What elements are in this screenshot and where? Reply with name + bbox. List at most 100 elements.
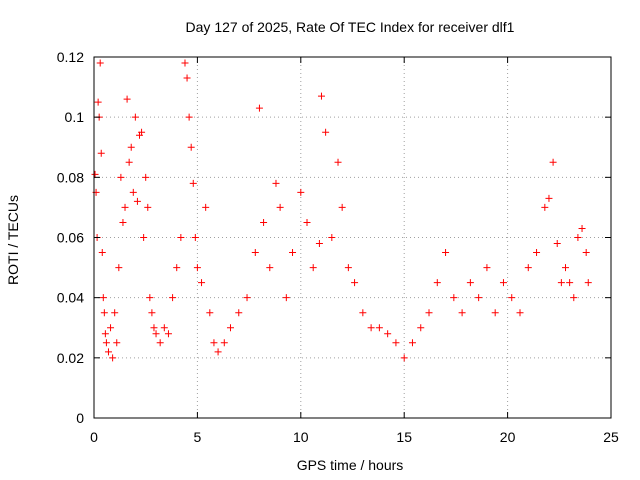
data-point xyxy=(198,279,206,287)
data-point xyxy=(578,224,586,232)
data-point xyxy=(142,173,150,181)
data-point xyxy=(121,203,129,211)
data-point xyxy=(226,324,234,332)
data-point xyxy=(317,92,325,100)
data-point xyxy=(491,309,499,317)
data-point xyxy=(127,143,135,151)
data-point xyxy=(138,128,146,136)
data-point xyxy=(417,324,425,332)
data-point xyxy=(344,264,352,272)
data-point xyxy=(101,330,109,338)
data-point xyxy=(557,279,565,287)
data-point xyxy=(499,279,507,287)
data-point xyxy=(351,279,359,287)
data-point xyxy=(392,339,400,347)
data-point xyxy=(272,179,280,187)
data-point xyxy=(210,339,218,347)
data-point xyxy=(309,264,317,272)
data-point xyxy=(553,240,561,248)
data-point xyxy=(220,339,228,347)
data-point xyxy=(144,203,152,211)
data-point xyxy=(584,279,592,287)
data-point xyxy=(119,218,127,226)
grid-lines xyxy=(94,57,611,418)
x-tick-label: 10 xyxy=(293,429,309,445)
data-point xyxy=(303,218,311,226)
data-point xyxy=(156,339,164,347)
data-point xyxy=(98,249,106,257)
x-axis-label: GPS time / hours xyxy=(297,457,404,473)
data-point xyxy=(570,294,578,302)
chart-title: Day 127 of 2025, Rate Of TEC Index for r… xyxy=(186,19,515,35)
data-point xyxy=(545,194,553,202)
y-tick-label: 0.1 xyxy=(65,109,85,125)
x-tick-label: 0 xyxy=(90,429,98,445)
data-point xyxy=(140,234,148,241)
data-point xyxy=(566,279,574,287)
data-point xyxy=(243,294,251,302)
data-point xyxy=(400,354,408,362)
data-point xyxy=(359,309,367,317)
data-point xyxy=(129,188,137,196)
data-point xyxy=(574,234,582,241)
x-tick-label: 15 xyxy=(396,429,412,445)
data-point xyxy=(123,95,131,103)
data-point xyxy=(442,249,450,257)
data-point xyxy=(425,309,433,317)
y-tick-label: 0.04 xyxy=(57,290,84,306)
data-point xyxy=(133,197,141,205)
data-point xyxy=(183,74,191,82)
data-point xyxy=(202,203,210,211)
data-point xyxy=(96,59,104,67)
data-point xyxy=(94,98,102,106)
data-point xyxy=(516,309,524,317)
plot-frame xyxy=(93,56,612,419)
data-point xyxy=(164,330,172,338)
data-point xyxy=(173,264,181,272)
axis-ticks: 0 5 10 15 20 25 0 0.02 0.04 0.06 0.08 0.1 0.12 xyxy=(57,49,619,445)
x-tick-label: 20 xyxy=(500,429,516,445)
data-point xyxy=(582,249,590,257)
data-point xyxy=(251,249,259,257)
data-point xyxy=(187,143,195,151)
data-point xyxy=(181,59,189,67)
data-point xyxy=(384,330,392,338)
data-point xyxy=(260,218,268,226)
data-point xyxy=(408,339,416,347)
data-point xyxy=(169,294,177,302)
data-point xyxy=(266,264,274,272)
x-tick-label: 25 xyxy=(603,429,619,445)
data-point xyxy=(214,348,222,356)
y-tick-label: 0.08 xyxy=(57,169,84,185)
data-point xyxy=(99,294,107,302)
data-point xyxy=(117,173,125,181)
data-point xyxy=(524,264,532,272)
data-point xyxy=(458,309,466,317)
data-point xyxy=(146,294,154,302)
y-axis-label: ROTI / TECUs xyxy=(5,195,21,285)
data-point xyxy=(125,158,133,166)
data-point xyxy=(334,158,342,166)
data-point xyxy=(328,234,336,241)
data-point xyxy=(508,294,516,302)
data-point xyxy=(91,170,99,178)
data-point xyxy=(191,234,199,241)
data-point xyxy=(193,264,201,272)
y-tick-label: 0 xyxy=(76,410,84,426)
y-tick-label: 0.12 xyxy=(57,49,84,65)
data-point xyxy=(189,179,197,187)
data-point xyxy=(150,324,158,332)
data-point xyxy=(111,309,119,317)
data-point xyxy=(160,324,168,332)
data-point xyxy=(148,309,156,317)
data-point xyxy=(102,339,110,347)
y-tick-label: 0.06 xyxy=(57,230,84,246)
data-point xyxy=(315,240,323,248)
data-point xyxy=(375,324,383,332)
data-point xyxy=(541,203,549,211)
data-point xyxy=(235,309,243,317)
data-point xyxy=(255,104,263,112)
data-point xyxy=(276,203,284,211)
data-point xyxy=(466,279,474,287)
